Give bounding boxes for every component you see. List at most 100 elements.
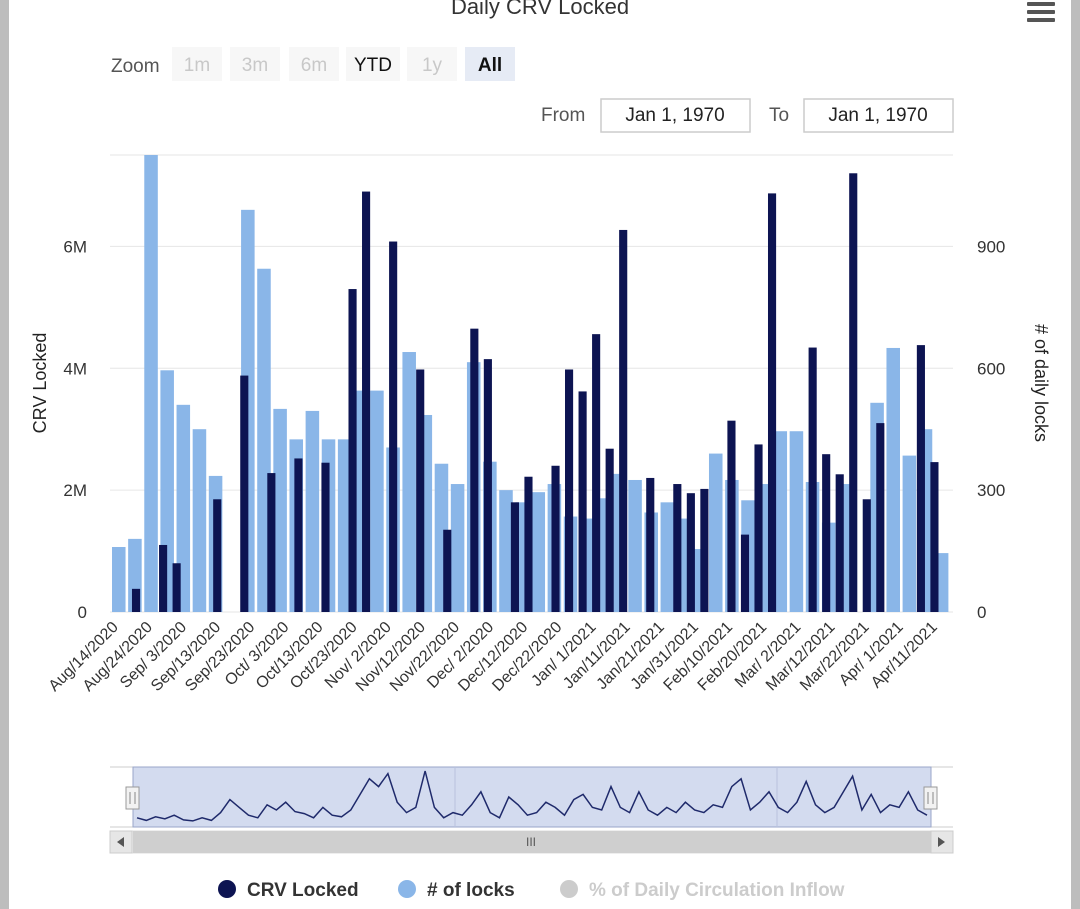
legend: CRV Locked # of locks % of Daily Circulati… — [218, 880, 845, 901]
locks-bar[interactable] — [902, 455, 917, 612]
zoom-button-label: 6m — [301, 55, 327, 76]
crv-locked-bar[interactable] — [321, 462, 330, 612]
locks-bar[interactable] — [789, 431, 804, 612]
zoom-button-1m[interactable]: 1m — [172, 47, 222, 81]
to-label: To — [769, 105, 789, 126]
crv-locked-bar[interactable] — [267, 473, 276, 612]
crv-locked-bar[interactable] — [172, 563, 181, 612]
locks-bar[interactable] — [176, 404, 191, 612]
crv-locked-bar[interactable] — [673, 484, 682, 612]
crv-locked-bar[interactable] — [808, 347, 817, 612]
legend-label: % of Daily Circulation Inflow — [589, 880, 845, 901]
from-date-input[interactable]: Jan 1, 1970 — [600, 98, 751, 133]
crv-locked-bar[interactable] — [443, 529, 452, 612]
locks-bar[interactable] — [112, 547, 126, 612]
y-axis-right-ticks: 0 300 600 900 — [977, 237, 1005, 622]
crv-locked-bar[interactable] — [213, 499, 222, 612]
legend-label: CRV Locked — [247, 880, 359, 901]
navigator-series-line — [136, 770, 928, 822]
legend-dot-icon — [560, 880, 578, 898]
crv-locked-bar[interactable] — [483, 359, 492, 612]
hamburger-menu-icon[interactable] — [1027, 2, 1055, 22]
chart-title: Daily CRV Locked — [451, 0, 629, 19]
scroll-left-button[interactable] — [109, 830, 133, 854]
crv-locked-bar[interactable] — [605, 448, 614, 612]
locks-bar[interactable] — [886, 347, 900, 612]
locks-bar[interactable] — [192, 429, 207, 612]
locks-bar[interactable] — [144, 155, 158, 612]
locks-bar[interactable] — [450, 484, 465, 612]
crv-locked-bar[interactable] — [551, 465, 560, 612]
locks-bar[interactable] — [402, 352, 416, 612]
locks-bar[interactable] — [305, 410, 320, 612]
crv-locked-bar[interactable] — [470, 328, 479, 612]
locks-bar[interactable] — [337, 439, 352, 612]
crv-locked-bar[interactable] — [619, 229, 628, 612]
crv-locked-bar[interactable] — [876, 423, 885, 612]
y-axis-right-title: # of daily locks — [1031, 324, 1051, 442]
locks-bar[interactable] — [531, 492, 546, 612]
to-date-value: Jan 1, 1970 — [828, 105, 927, 126]
locks-bar[interactable] — [773, 431, 788, 612]
crv-locked-bar[interactable] — [740, 534, 750, 612]
y-tick-left: 6M — [63, 237, 87, 256]
zoom-button-label: All — [478, 55, 502, 76]
crv-locked-bar[interactable] — [131, 588, 141, 612]
legend-item[interactable]: # of locks — [398, 880, 515, 901]
crv-locked-bar[interactable] — [822, 454, 831, 612]
crv-locked-bar[interactable] — [592, 334, 601, 612]
crv-locked-bar[interactable] — [240, 375, 249, 612]
crv-locked-bar[interactable] — [389, 241, 398, 612]
y-tick-left: 4M — [63, 359, 87, 378]
crv-locked-bar[interactable] — [159, 544, 168, 612]
zoom-button-6m[interactable]: 6m — [289, 47, 339, 81]
crv-locked-bar[interactable] — [727, 420, 736, 612]
locks-bar[interactable] — [273, 408, 287, 612]
scrollbar[interactable]: III — [109, 830, 954, 854]
crv-locked-bar[interactable] — [524, 476, 533, 612]
zoom-button-1y[interactable]: 1y — [407, 47, 457, 81]
crv-locked-bar[interactable] — [510, 502, 519, 612]
crv-locked-bar[interactable] — [700, 488, 709, 612]
locks-bar[interactable] — [660, 502, 675, 612]
crv-locked-bar[interactable] — [646, 477, 655, 612]
navigator-selected-range[interactable] — [132, 766, 932, 828]
crv-locked-bar[interactable] — [767, 193, 777, 612]
locks-bar[interactable] — [370, 390, 384, 612]
scrollbar-thumb[interactable] — [133, 831, 931, 853]
locks-bar[interactable] — [708, 453, 723, 612]
scroll-right-button[interactable] — [930, 830, 954, 854]
crv-locked-bar[interactable] — [849, 173, 858, 612]
crv-locked-bar[interactable] — [862, 499, 871, 612]
y-tick-left: 0 — [78, 603, 87, 622]
crv-locked-bar[interactable] — [565, 369, 574, 612]
zoom-button-all[interactable]: All — [465, 47, 515, 81]
y-tick-right: 900 — [977, 237, 1005, 256]
navigator-right-handle[interactable] — [923, 786, 938, 810]
chart-canvas: Daily CRV Locked Zoom 1m 3m 6m YTD 1y All Fro… — [30, 0, 1055, 901]
crv-locked-bar[interactable] — [294, 458, 303, 612]
scrollbar-grip: III — [526, 835, 536, 849]
zoom-button-3m[interactable]: 3m — [230, 47, 280, 81]
crv-locked-bar[interactable] — [686, 493, 695, 612]
crv-locked-bar[interactable] — [578, 391, 587, 612]
locks-bar[interactable] — [628, 479, 642, 612]
crv-locked-bar[interactable] — [930, 462, 939, 612]
legend-item[interactable]: % of Daily Circulation Inflow — [560, 880, 845, 901]
legend-item[interactable]: CRV Locked — [218, 880, 359, 901]
crv-locked-bar[interactable] — [362, 191, 371, 612]
locks-bar[interactable] — [499, 490, 513, 612]
zoom-button-ytd[interactable]: YTD — [346, 47, 400, 81]
to-date-input[interactable]: Jan 1, 1970 — [803, 98, 954, 133]
navigator[interactable] — [110, 766, 953, 828]
crv-locked-bar[interactable] — [348, 289, 357, 612]
legend-label: # of locks — [427, 880, 515, 901]
crv-locked-bar[interactable] — [835, 474, 844, 612]
crv-locked-bar[interactable] — [916, 345, 925, 612]
y-tick-right: 300 — [977, 481, 1005, 500]
navigator-left-handle[interactable] — [125, 786, 140, 810]
y-tick-right: 600 — [977, 359, 1005, 378]
crv-locked-bar[interactable] — [754, 444, 763, 612]
crv-locked-bar[interactable] — [416, 369, 425, 612]
